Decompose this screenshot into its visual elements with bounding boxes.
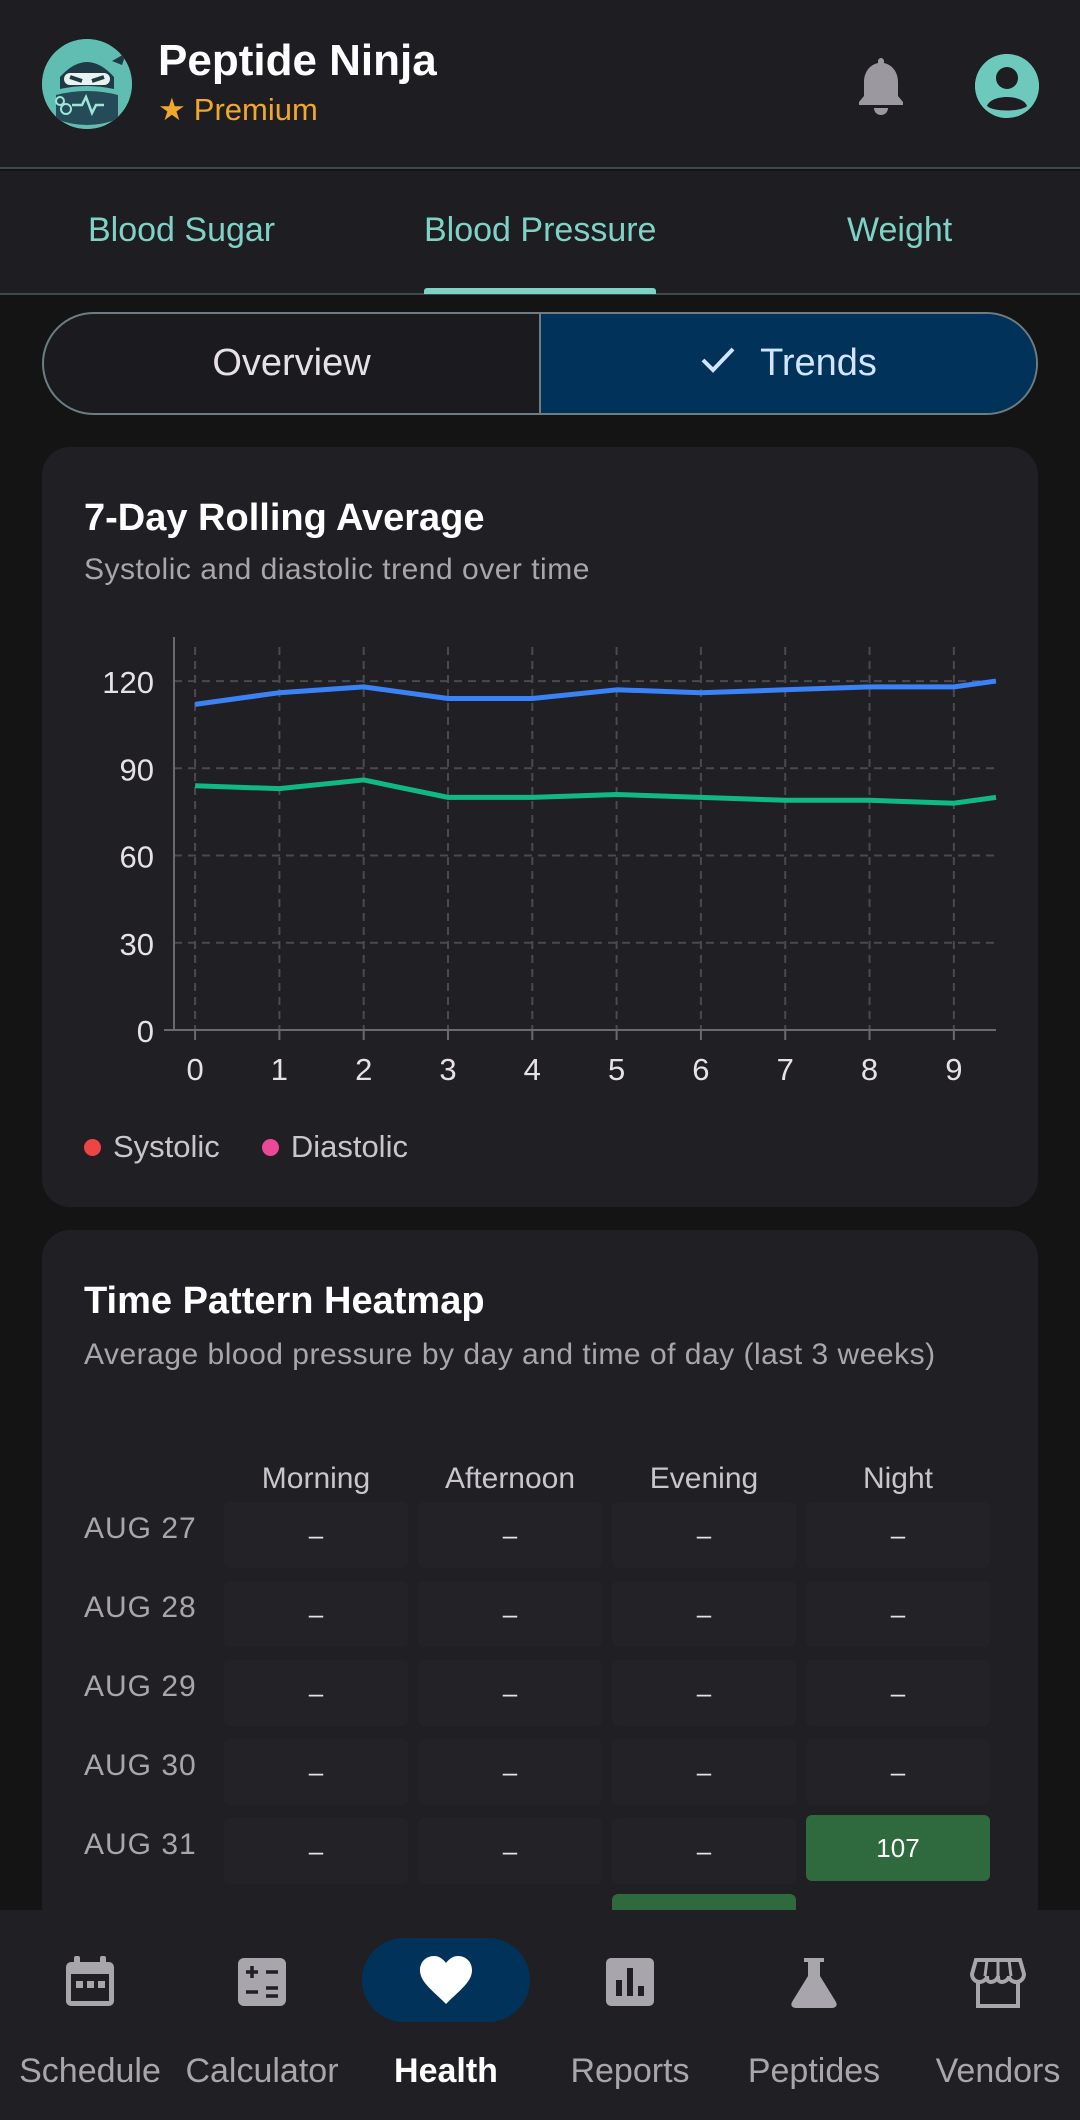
heart-icon xyxy=(420,1956,472,2004)
overview-segment[interactable]: Overview xyxy=(44,314,539,413)
bar-chart-icon xyxy=(606,1958,654,2006)
heatmap-row-date: AUG 28 xyxy=(84,1591,197,1624)
heatmap-cell[interactable]: – xyxy=(224,1818,408,1884)
ninja-logo-icon xyxy=(42,39,132,129)
series-line-systolic xyxy=(194,678,997,707)
heatmap-cell[interactable]: – xyxy=(418,1660,602,1726)
nav-label: Health xyxy=(394,2052,498,2090)
card-title: Time Pattern Heatmap xyxy=(84,1280,485,1322)
y-tick-label: 30 xyxy=(120,927,154,962)
trends-segment[interactable]: Trends xyxy=(539,314,1036,413)
legend-item-systolic: Systolic xyxy=(84,1129,220,1165)
legend-dot xyxy=(261,1138,279,1156)
y-tick-label: 90 xyxy=(120,752,154,787)
heatmap-cell[interactable]: – xyxy=(806,1660,990,1726)
heatmap-cell[interactable]: – xyxy=(806,1502,990,1568)
app-title: Peptide Ninja xyxy=(158,36,437,85)
heatmap-col-evening: Evening xyxy=(649,1462,759,1495)
heatmap-row-date: AUG 31 xyxy=(84,1828,197,1861)
trends-label: Trends xyxy=(760,342,877,384)
flask-icon xyxy=(791,1958,837,2008)
heatmap-card: Time Pattern Heatmap Average blood press… xyxy=(42,1230,1038,1950)
heatmap-cell[interactable]: – xyxy=(418,1581,602,1647)
x-tick-label: 5 xyxy=(608,1052,625,1087)
account-icon[interactable] xyxy=(975,54,1039,118)
nav-label: Reports xyxy=(570,2052,690,2090)
chart-legend: Systolic Diastolic xyxy=(84,1129,450,1165)
active-tab-indicator xyxy=(424,288,656,294)
nav-label: Vendors xyxy=(935,2052,1061,2090)
nav-calculator[interactable]: Calculator xyxy=(172,1910,352,2120)
x-tick-label: 9 xyxy=(945,1052,962,1087)
legend-dot xyxy=(84,1138,101,1156)
y-tick-label: 120 xyxy=(102,665,154,700)
nav-health[interactable]: Health xyxy=(356,1910,536,2120)
app-header: Peptide Ninja ★ Premium xyxy=(0,0,1080,169)
store-icon xyxy=(970,1958,1026,2008)
calculator-icon xyxy=(238,1958,286,2006)
legend-item-diastolic: Diastolic xyxy=(261,1129,408,1165)
heatmap-cell[interactable]: – xyxy=(612,1739,796,1805)
heatmap-row-date: AUG 30 xyxy=(84,1749,197,1782)
heatmap-col-morning: Morning xyxy=(261,1462,371,1495)
rolling-average-chart: 0 30 60 90 120 0 1 2 3 4 5 6 7 8 9 xyxy=(102,637,997,1087)
premium-label: Premium xyxy=(193,92,318,127)
heatmap-cell[interactable]: – xyxy=(224,1739,408,1805)
nav-label: Schedule xyxy=(19,2052,161,2090)
x-tick-label: 6 xyxy=(692,1052,709,1087)
nav-peptides[interactable]: Peptides xyxy=(724,1910,904,2120)
overview-label: Overview xyxy=(212,342,371,384)
x-tick-label: 1 xyxy=(271,1052,288,1087)
nav-label: Calculator xyxy=(185,2052,339,2090)
heatmap-col-afternoon: Afternoon xyxy=(444,1462,576,1495)
nav-schedule[interactable]: Schedule xyxy=(0,1910,180,2120)
card-subtitle: Systolic and diastolic trend over time xyxy=(84,553,590,586)
heatmap-cell[interactable]: – xyxy=(612,1660,796,1726)
heatmap-row-date: AUG 29 xyxy=(84,1670,197,1703)
nav-vendors[interactable]: Vendors xyxy=(908,1910,1080,2120)
x-tick-label: 7 xyxy=(777,1052,794,1087)
heatmap-col-night: Night xyxy=(862,1462,934,1495)
heatmap-cell[interactable]: – xyxy=(418,1739,602,1805)
star-icon: ★ xyxy=(158,92,186,127)
heatmap-cell[interactable]: – xyxy=(806,1739,990,1805)
card-subtitle: Average blood pressure by day and time o… xyxy=(84,1338,936,1371)
heatmap-cell[interactable]: – xyxy=(612,1581,796,1647)
heatmap-cell[interactable]: – xyxy=(612,1818,796,1884)
tab-blood-sugar[interactable]: Blood Sugar xyxy=(88,211,276,249)
heatmap-cell[interactable]: – xyxy=(612,1502,796,1568)
x-tick-label: 2 xyxy=(355,1052,372,1087)
tab-blood-pressure[interactable]: Blood Pressure xyxy=(424,211,657,249)
card-title: 7-Day Rolling Average xyxy=(84,497,485,539)
legend-label: Systolic xyxy=(113,1129,220,1164)
heatmap-cell[interactable]: – xyxy=(418,1818,602,1884)
metric-tabs: Blood Sugar Blood Pressure Weight xyxy=(0,171,1080,295)
view-segmented-control: Overview Trends xyxy=(42,312,1038,415)
x-tick-label: 4 xyxy=(524,1052,541,1087)
heatmap-cell[interactable]: – xyxy=(224,1660,408,1726)
series-line-diastolic xyxy=(194,777,997,806)
legend-label: Diastolic xyxy=(290,1129,408,1164)
premium-badge[interactable]: ★ Premium xyxy=(158,92,318,128)
calendar-icon xyxy=(66,1956,114,2006)
heatmap-cell[interactable]: – xyxy=(418,1502,602,1568)
nav-reports[interactable]: Reports xyxy=(540,1910,720,2120)
notification-bell-icon[interactable] xyxy=(856,54,906,116)
rolling-average-card: 7-Day Rolling Average Systolic and diast… xyxy=(42,447,1038,1207)
y-tick-label: 60 xyxy=(120,840,154,875)
heatmap-row-date: AUG 27 xyxy=(84,1512,197,1545)
x-tick-label: 8 xyxy=(861,1052,878,1087)
heatmap-cell[interactable]: – xyxy=(224,1502,408,1568)
heatmap-cell[interactable]: 107 xyxy=(806,1815,990,1881)
y-tick-label: 0 xyxy=(137,1014,154,1049)
x-tick-label: 3 xyxy=(439,1052,456,1087)
tab-weight[interactable]: Weight xyxy=(847,211,953,249)
check-icon xyxy=(700,342,736,385)
x-tick-label: 0 xyxy=(186,1052,203,1087)
heatmap-cell[interactable]: – xyxy=(224,1581,408,1647)
heatmap-cell[interactable]: – xyxy=(806,1581,990,1647)
nav-label: Peptides xyxy=(747,2052,881,2090)
bottom-navigation: Schedule Calculator Health Reports Pepti… xyxy=(0,1910,1080,2120)
